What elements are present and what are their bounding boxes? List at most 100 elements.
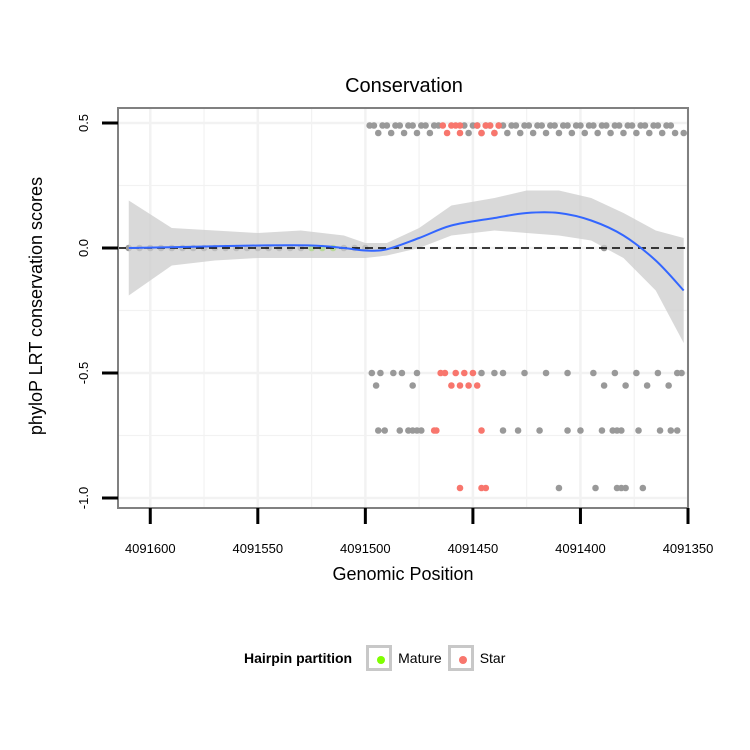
data-point-other <box>667 122 675 129</box>
data-point-other <box>633 129 640 137</box>
data-point-other <box>607 129 614 137</box>
data-point-other <box>592 484 599 492</box>
data-point-other <box>551 122 558 129</box>
data-point-star <box>441 369 449 377</box>
data-point-other <box>555 129 563 137</box>
y-axis-label: phyloP LRT conservation scores <box>26 177 46 435</box>
data-point-star <box>452 369 459 377</box>
data-point-other <box>465 129 472 137</box>
data-point-other <box>521 369 528 377</box>
data-point-other <box>643 382 651 389</box>
data-point-other <box>590 122 597 129</box>
data-point-other <box>611 369 619 377</box>
data-point-star <box>456 382 464 389</box>
data-point-star <box>478 427 485 434</box>
panel-border <box>117 107 689 509</box>
data-point-other <box>491 369 498 377</box>
data-point-other <box>658 129 666 137</box>
legend-item-star: Star <box>447 645 506 671</box>
data-point-other <box>680 129 687 137</box>
data-point-star <box>491 129 498 137</box>
data-point-other <box>639 484 647 492</box>
data-point-other <box>641 122 649 129</box>
data-point-other <box>377 369 384 377</box>
data-point-other <box>478 369 485 377</box>
data-point-other <box>413 369 421 377</box>
x-axis-label: Genomic Position <box>332 564 473 584</box>
data-point-star <box>461 369 468 377</box>
data-point-other <box>525 122 533 129</box>
data-point-other <box>499 369 507 377</box>
data-point-other <box>370 122 378 129</box>
data-point-other <box>654 122 662 129</box>
data-point-other <box>413 129 421 137</box>
x-tick-label: 4091550 <box>232 541 283 556</box>
data-point-other <box>529 129 537 137</box>
legend-key-mature <box>366 645 393 671</box>
data-point-other <box>564 369 571 377</box>
plot-area: 4091600 4091550 4091500 4091450 4091400 40913… <box>76 107 713 556</box>
data-point-star <box>433 427 440 434</box>
data-point-star <box>448 382 455 389</box>
data-point-other <box>645 129 653 137</box>
data-point-other <box>374 129 382 137</box>
y-tick-label: 0.0 <box>76 239 91 257</box>
data-point-other <box>516 129 524 137</box>
data-point-other <box>368 369 376 377</box>
data-point-other <box>390 369 397 377</box>
data-point-other <box>512 122 520 129</box>
data-point-star <box>486 122 494 129</box>
data-point-other <box>400 129 408 137</box>
data-point-star <box>478 129 485 137</box>
x-tick-label: 4091600 <box>125 541 176 556</box>
data-point-star <box>456 484 464 492</box>
data-point-star <box>473 382 481 389</box>
data-point-other <box>598 427 606 434</box>
data-point-other <box>618 427 625 434</box>
x-tick-label: 4091450 <box>448 541 499 556</box>
data-point-star <box>443 129 451 137</box>
data-point-other <box>555 484 563 492</box>
data-point-other <box>381 427 389 434</box>
data-point-other <box>628 122 636 129</box>
data-point-other <box>396 427 404 434</box>
data-point-other <box>426 129 434 137</box>
smooth-trend-line <box>128 211 685 292</box>
data-point-other <box>577 427 584 434</box>
legend-item-mature: Mature <box>366 645 442 671</box>
data-point-other <box>590 369 597 377</box>
data-point-other <box>620 129 627 137</box>
data-point-star <box>456 122 464 129</box>
data-point-other <box>564 122 571 129</box>
data-point-other <box>678 369 685 377</box>
data-point-other <box>564 427 571 434</box>
legend-title: Hairpin partition <box>244 650 353 666</box>
y-tick-label: 0.5 <box>76 114 91 132</box>
data-point-other <box>542 369 550 377</box>
data-point-other <box>568 129 576 137</box>
y-tick-label: -0.5 <box>76 362 91 384</box>
confidence-ribbon <box>128 190 684 343</box>
data-point-star <box>456 129 464 137</box>
chart-title: Conservation <box>345 75 463 97</box>
data-point-other <box>417 427 425 434</box>
data-point-other <box>656 427 664 434</box>
data-point-other <box>673 427 681 434</box>
legend-label-star: Star <box>479 650 506 666</box>
data-point-other <box>409 382 416 389</box>
data-point-other <box>622 484 629 492</box>
data-point-other <box>602 122 610 129</box>
data-point-other <box>538 122 546 129</box>
data-point-other <box>542 129 550 137</box>
data-point-star <box>439 122 447 129</box>
data-point-other <box>396 122 404 129</box>
data-point-other <box>504 129 511 137</box>
data-point-star <box>495 122 503 129</box>
data-point-other <box>594 129 601 137</box>
data-point-other <box>635 427 642 434</box>
data-point-other <box>409 122 416 129</box>
data-point-other <box>633 369 640 377</box>
data-point-other <box>671 129 679 137</box>
data-point-star <box>465 382 472 389</box>
